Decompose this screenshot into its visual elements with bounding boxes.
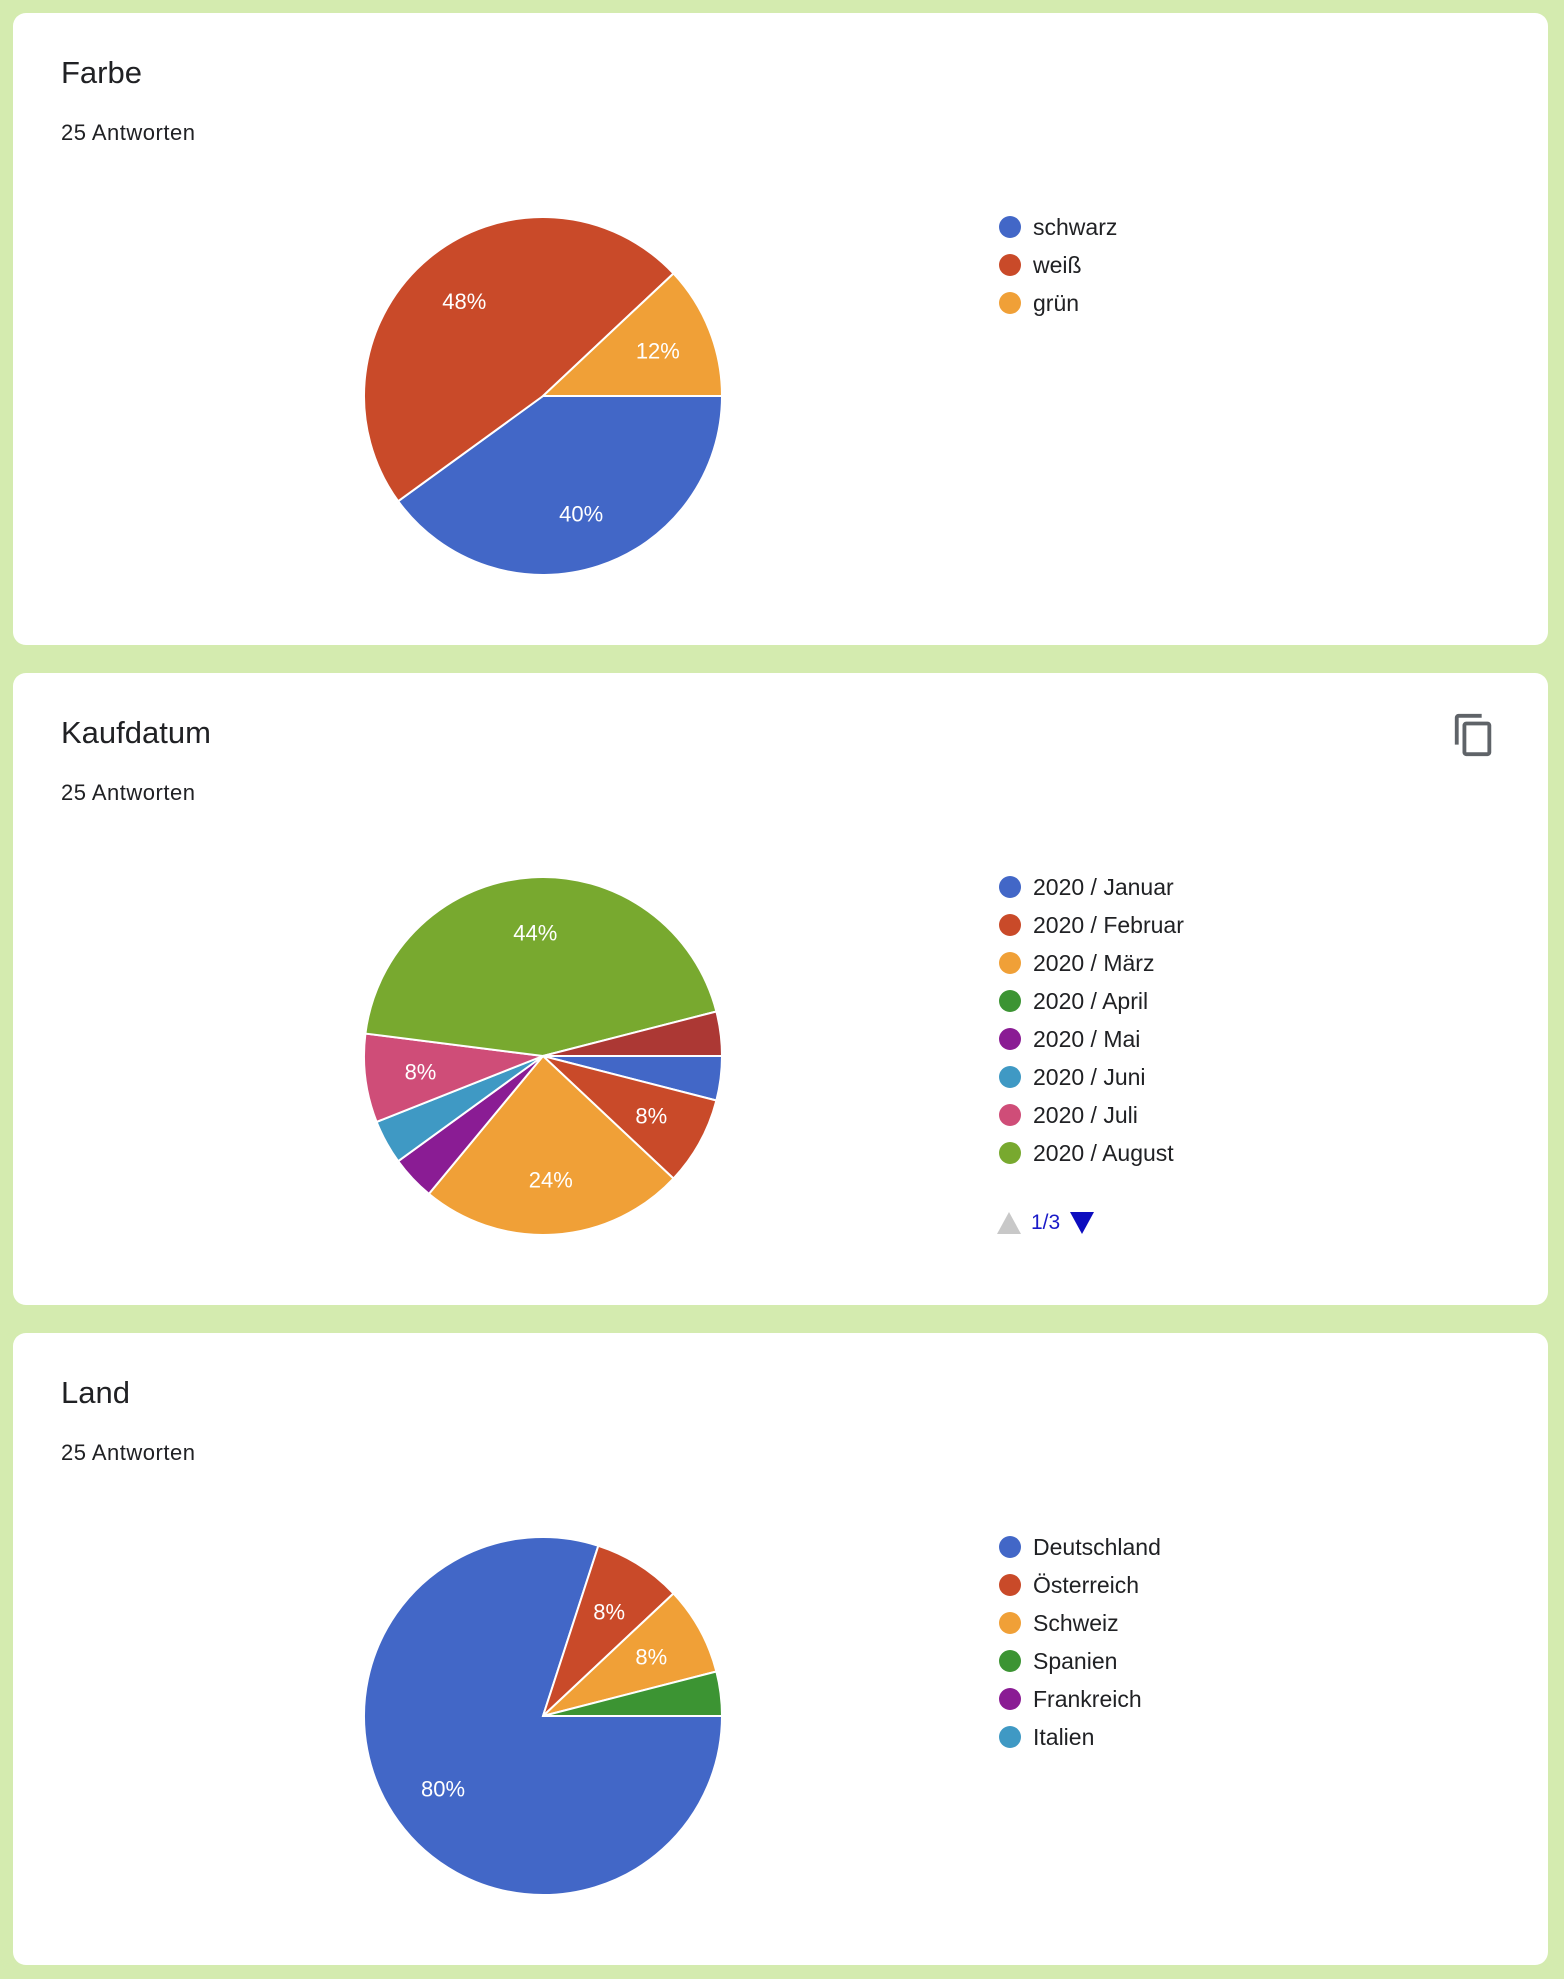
legend-label: Italien <box>1033 1723 1095 1750</box>
legend-label: grün <box>1033 289 1080 316</box>
pie-chart-land: 80% 8% 8% <box>363 1536 724 1896</box>
chart-legend: Deutschland Österreich Schweiz Spanien Frank… <box>985 1528 1161 1756</box>
legend-item-grün[interactable]: grün <box>985 284 1117 322</box>
legend-item-2020-januar[interactable]: 2020 / Januar <box>985 868 1184 906</box>
legend-item-weiß[interactable]: weiß <box>985 246 1117 284</box>
legend-label: 2020 / Januar <box>1033 873 1174 900</box>
pie-slice-deutschland[interactable] <box>363 1536 724 1896</box>
legend-item-schweiz[interactable]: Schweiz <box>985 1604 1161 1642</box>
legend-swatch <box>999 1536 1021 1558</box>
legend-item-2020-märz[interactable]: 2020 / März <box>985 944 1184 982</box>
slice-percent-label: 48% <box>442 289 486 314</box>
legend-item-österreich[interactable]: Österreich <box>985 1566 1161 1604</box>
pager-label: 1/3 <box>1031 1211 1061 1234</box>
legend-label: 2020 / April <box>1033 987 1149 1014</box>
legend-swatch <box>999 216 1021 238</box>
legend-item-spanien[interactable]: Spanien <box>985 1642 1161 1680</box>
legend-item-2020-august[interactable]: 2020 / August <box>985 1134 1184 1172</box>
chart-legend: schwarz weiß grün <box>985 208 1117 322</box>
legend-label: weiß <box>1033 251 1082 278</box>
legend-swatch <box>999 254 1021 276</box>
chart-card-farbe: Farbe 25 Antworten 40% 48% 12% schwarz weiß… <box>13 13 1548 645</box>
slice-percent-label: 80% <box>421 1777 465 1802</box>
chart-card-kaufdatum: Kaufdatum 25 Antworten 8% 24% 8% 44% 2020 /… <box>13 673 1548 1305</box>
pie-slice-slice[interactable] <box>542 1010 724 1057</box>
slice-percent-label: 24% <box>529 1167 573 1192</box>
legend-swatch <box>999 914 1021 936</box>
legend-swatch <box>999 1574 1021 1596</box>
pager-down-icon[interactable] <box>1070 1212 1095 1234</box>
legend-swatch <box>999 1028 1021 1050</box>
pie-slice-schweiz[interactable] <box>542 1592 718 1717</box>
pie-slice-2020-august[interactable] <box>364 876 718 1058</box>
legend-swatch <box>999 1688 1021 1710</box>
pie-slice-2020-juli[interactable] <box>363 1032 544 1124</box>
legend-label: 2020 / März <box>1033 949 1155 976</box>
legend-swatch <box>999 1104 1021 1126</box>
legend-swatch <box>999 1066 1021 1088</box>
slice-percent-label: 8% <box>405 1059 437 1084</box>
legend-label: 2020 / August <box>1033 1139 1174 1166</box>
legend-swatch <box>999 1612 1021 1634</box>
legend-item-italien[interactable]: Italien <box>985 1718 1161 1756</box>
legend-swatch <box>999 292 1021 314</box>
legend-item-2020-juli[interactable]: 2020 / Juli <box>985 1096 1184 1134</box>
pie-slice-schwarz[interactable] <box>396 395 724 576</box>
pie-slice-spanien[interactable] <box>542 1670 724 1717</box>
response-count: 25 Antworten <box>61 780 196 805</box>
legend-item-2020-april[interactable]: 2020 / April <box>985 982 1184 1020</box>
legend-label: 2020 / Februar <box>1033 911 1184 938</box>
legend-swatch <box>999 990 1021 1012</box>
pie-slice-weiß[interactable] <box>363 216 675 503</box>
legend-label: 2020 / Mai <box>1033 1025 1141 1052</box>
legend-label: Schweiz <box>1033 1609 1119 1636</box>
legend-swatch <box>999 1142 1021 1164</box>
slice-percent-label: 44% <box>513 921 557 946</box>
response-count: 25 Antworten <box>61 1440 196 1465</box>
pie-slice-österreich[interactable] <box>542 1544 675 1717</box>
slice-percent-label: 8% <box>635 1104 667 1129</box>
legend-swatch <box>999 1726 1021 1748</box>
legend-item-2020-februar[interactable]: 2020 / Februar <box>985 906 1184 944</box>
legend-label: schwarz <box>1033 213 1118 240</box>
legend-label: Spanien <box>1033 1647 1118 1674</box>
slice-percent-label: 40% <box>559 501 603 526</box>
legend-item-schwarz[interactable]: schwarz <box>985 208 1117 246</box>
legend-pager: 1/3 <box>997 1211 1095 1235</box>
legend-label: Deutschland <box>1033 1533 1161 1560</box>
legend-label: 2020 / Juni <box>1033 1063 1146 1090</box>
response-count: 25 Antworten <box>61 120 196 145</box>
pie-chart-farbe: 40% 48% 12% <box>363 216 724 576</box>
pie-chart-kaufdatum: 8% 24% 8% 44% <box>363 876 724 1236</box>
legend-swatch <box>999 1650 1021 1672</box>
legend-item-deutschland[interactable]: Deutschland <box>985 1528 1161 1566</box>
chart-card-land: Land 25 Antworten 80% 8% 8% Deutschland Öst… <box>13 1333 1548 1965</box>
legend-item-2020-juni[interactable]: 2020 / Juni <box>985 1058 1184 1096</box>
pie-slice-grün[interactable] <box>540 272 724 397</box>
slice-percent-label: 12% <box>636 339 680 364</box>
legend-label: Österreich <box>1033 1571 1140 1598</box>
legend-swatch <box>999 952 1021 974</box>
pager-up-icon[interactable] <box>997 1212 1021 1234</box>
legend-item-frankreich[interactable]: Frankreich <box>985 1680 1161 1718</box>
slice-percent-label: 8% <box>593 1600 625 1625</box>
legend-label: Frankreich <box>1033 1685 1142 1712</box>
legend-label: 2020 / Juli <box>1033 1101 1138 1128</box>
slice-percent-label: 8% <box>635 1644 667 1669</box>
legend-swatch <box>999 876 1021 898</box>
pie-slice-2020-märz[interactable] <box>427 1054 675 1236</box>
legend-item-2020-mai[interactable]: 2020 / Mai <box>985 1020 1184 1058</box>
chart-title: Farbe <box>61 55 142 90</box>
chart-legend: 2020 / Januar 2020 / Februar 2020 / März 20… <box>985 868 1184 1172</box>
chart-title: Land <box>61 1375 130 1410</box>
chart-title: Kaufdatum <box>61 715 211 750</box>
copy-chart-icon[interactable] <box>1451 711 1497 759</box>
pie-slice-2020-februar[interactable] <box>542 1055 718 1180</box>
